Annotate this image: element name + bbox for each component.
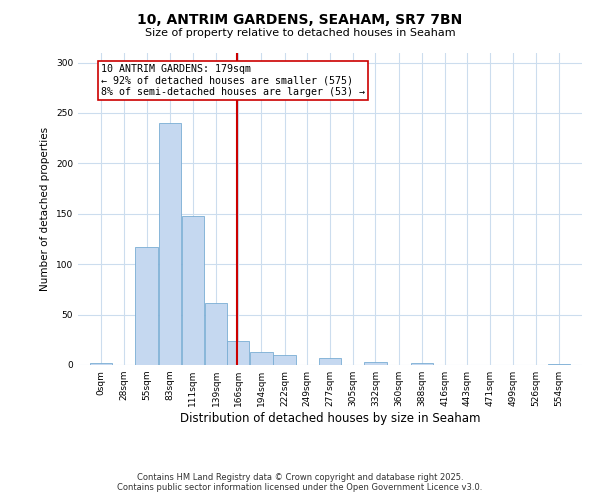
Bar (319, 358, 341, 365)
Text: Contains HM Land Registry data © Crown copyright and database right 2025.
Contai: Contains HM Land Registry data © Crown c… (118, 473, 482, 492)
Bar (364, 362, 386, 365)
Bar (227, 341, 250, 365)
Bar (182, 216, 204, 365)
Bar (90, 363, 112, 365)
X-axis label: Distribution of detached houses by size in Seaham: Distribution of detached houses by size … (180, 412, 480, 425)
Bar (158, 123, 181, 365)
Text: Size of property relative to detached houses in Seaham: Size of property relative to detached ho… (145, 28, 455, 38)
Bar (250, 352, 272, 365)
Bar (410, 363, 433, 365)
Bar (274, 355, 296, 365)
Text: 10 ANTRIM GARDENS: 179sqm
← 92% of detached houses are smaller (575)
8% of semi-: 10 ANTRIM GARDENS: 179sqm ← 92% of detac… (101, 64, 365, 97)
Text: 10, ANTRIM GARDENS, SEAHAM, SR7 7BN: 10, ANTRIM GARDENS, SEAHAM, SR7 7BN (137, 12, 463, 26)
Bar (205, 302, 227, 365)
Bar (136, 247, 158, 365)
Y-axis label: Number of detached properties: Number of detached properties (40, 126, 50, 291)
Bar (548, 364, 570, 365)
